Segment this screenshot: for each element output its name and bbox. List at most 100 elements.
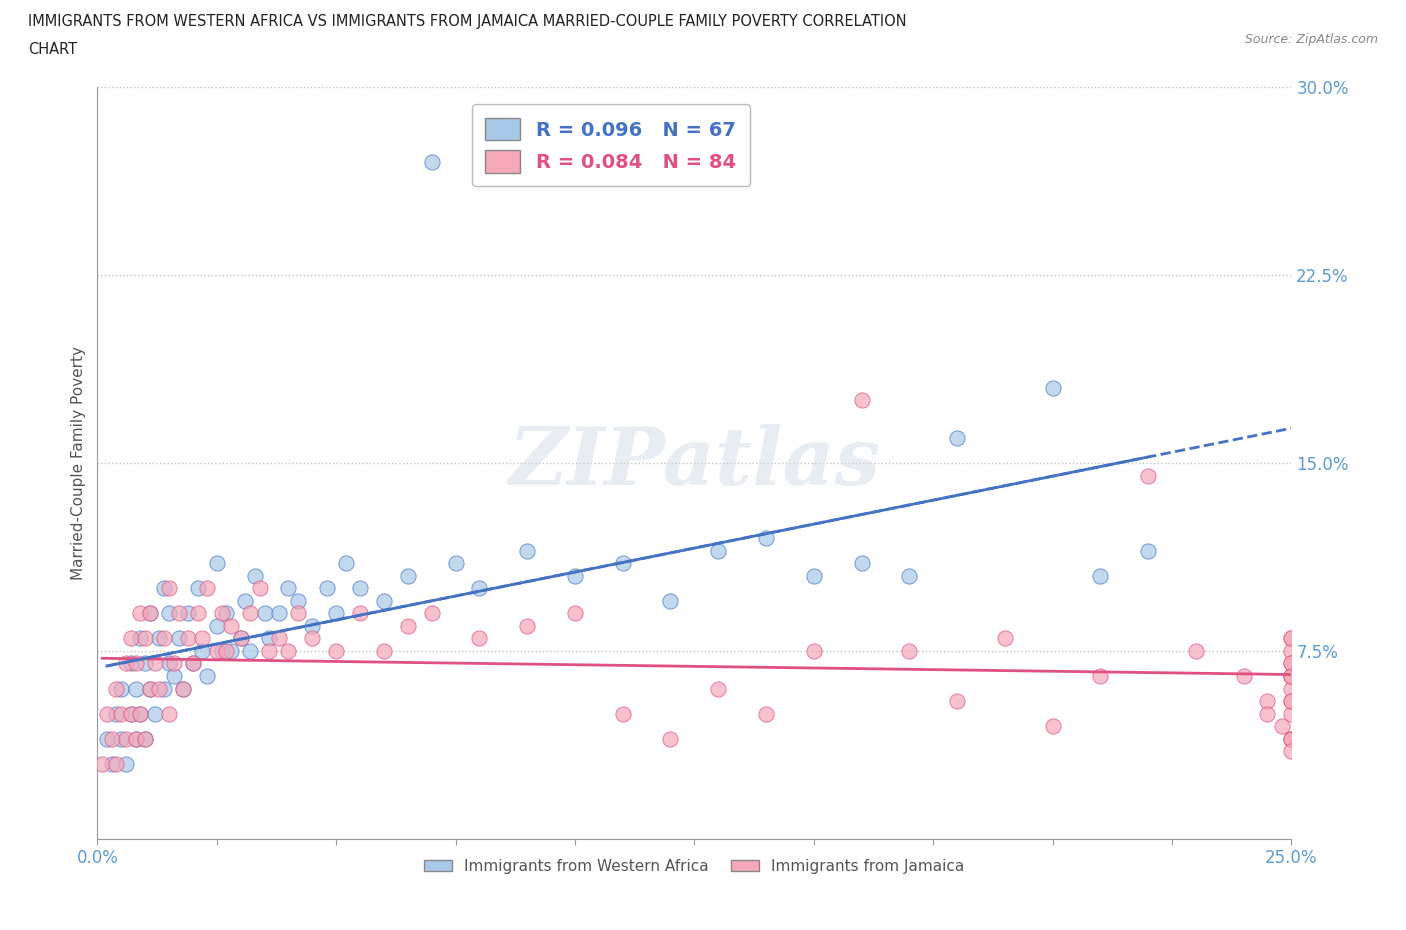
Point [134,631,156,645]
Point [1137,468,1160,483]
Point [124,731,146,746]
Point [1279,644,1302,658]
Point [259,631,281,645]
Point [134,731,156,746]
Point [148,631,170,645]
Point [803,644,825,658]
Point [516,543,538,558]
Point [167,606,190,621]
Point [287,593,309,608]
Point [205,618,228,633]
Point [134,731,156,746]
Point [181,656,204,671]
Y-axis label: Married-Couple Family Poverty: Married-Couple Family Poverty [72,346,86,580]
Point [129,631,152,645]
Point [120,706,142,721]
Point [325,606,347,621]
Point [851,556,873,571]
Point [105,756,128,771]
Point [612,706,634,721]
Point [249,581,271,596]
Point [148,681,170,696]
Point [1256,694,1278,709]
Point [1279,669,1302,684]
Point [96,706,118,721]
Point [659,731,682,746]
Point [115,731,138,746]
Point [172,681,194,696]
Point [420,606,443,621]
Point [124,731,146,746]
Point [163,656,186,671]
Point [243,568,266,583]
Point [277,644,299,658]
Point [301,631,323,645]
Point [1137,543,1160,558]
Point [564,568,586,583]
Point [301,618,323,633]
Point [468,631,491,645]
Point [373,644,395,658]
Point [139,606,162,621]
Point [219,618,242,633]
Point [139,681,162,696]
Legend: Immigrants from Western Africa, Immigrants from Jamaica: Immigrants from Western Africa, Immigran… [418,853,970,880]
Point [707,543,730,558]
Point [205,644,228,658]
Point [1279,631,1302,645]
Point [659,593,682,608]
Point [191,631,214,645]
Point [115,756,138,771]
Point [143,656,166,671]
Point [287,606,309,621]
Point [707,681,730,696]
Text: IMMIGRANTS FROM WESTERN AFRICA VS IMMIGRANTS FROM JAMAICA MARRIED-COUPLE FAMILY : IMMIGRANTS FROM WESTERN AFRICA VS IMMIGR… [28,14,907,29]
Point [157,656,180,671]
Point [564,606,586,621]
Point [129,706,152,721]
Point [1256,706,1278,721]
Point [110,681,132,696]
Point [755,706,778,721]
Point [187,606,209,621]
Point [167,631,190,645]
Point [91,756,114,771]
Point [124,656,146,671]
Point [153,581,176,596]
Point [1279,694,1302,709]
Point [1279,694,1302,709]
Point [1279,706,1302,721]
Point [215,606,238,621]
Point [994,631,1017,645]
Point [129,606,152,621]
Text: Source: ZipAtlas.com: Source: ZipAtlas.com [1244,33,1378,46]
Point [229,631,252,645]
Point [755,531,778,546]
Point [239,606,262,621]
Point [1279,744,1302,759]
Point [120,656,142,671]
Point [1279,669,1302,684]
Point [396,568,419,583]
Point [211,606,233,621]
Point [946,431,969,445]
Point [110,731,132,746]
Point [898,644,921,658]
Point [396,618,419,633]
Point [259,644,281,658]
Point [1279,631,1302,645]
Point [1185,644,1208,658]
Text: ZIPatlas: ZIPatlas [509,424,880,502]
Point [115,656,138,671]
Point [157,581,180,596]
Point [172,681,194,696]
Point [516,618,538,633]
Point [1042,380,1064,395]
Point [267,606,290,621]
Point [153,681,176,696]
Point [803,568,825,583]
Point [349,606,371,621]
Point [1042,719,1064,734]
Point [315,581,337,596]
Point [191,644,214,658]
